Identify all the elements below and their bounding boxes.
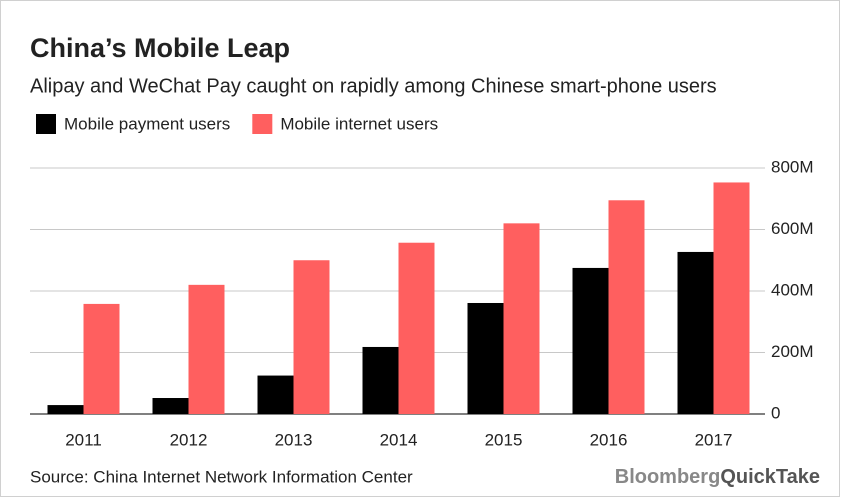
legend-label: Mobile payment users — [64, 114, 230, 133]
bar — [362, 346, 399, 414]
bar — [713, 182, 750, 414]
brand-part: Bloomberg — [615, 466, 721, 488]
bar — [467, 302, 504, 414]
bar — [572, 267, 609, 414]
x-tick-label: 2012 — [170, 430, 208, 449]
x-tick-label: 2014 — [380, 430, 418, 449]
y-tick-label: 200M — [771, 342, 814, 361]
x-tick-label: 2016 — [590, 430, 628, 449]
bar — [257, 375, 294, 414]
bar — [503, 223, 540, 414]
chart-subtitle: Alipay and WeChat Pay caught on rapidly … — [30, 75, 717, 97]
y-tick-label: 400M — [771, 280, 814, 299]
chart-title: China’s Mobile Leap — [30, 33, 290, 63]
bar — [83, 303, 120, 414]
bar — [188, 284, 225, 414]
bar — [398, 242, 435, 414]
x-tick-label: 2013 — [275, 430, 313, 449]
brand: BloombergQuickTake — [615, 466, 820, 488]
x-tick-label: 2015 — [485, 430, 523, 449]
brand-part: QuickTake — [720, 466, 820, 488]
x-tick-label: 2011 — [65, 430, 102, 449]
bar — [677, 251, 714, 414]
legend-swatch — [36, 114, 56, 134]
bar — [608, 200, 645, 414]
y-tick-label: 600M — [771, 219, 814, 238]
bar — [293, 260, 330, 414]
y-tick-label: 800M — [771, 157, 814, 176]
x-tick-label: 2017 — [695, 430, 733, 449]
bar — [47, 405, 84, 414]
source: Source: China Internet Network Informati… — [30, 467, 413, 486]
legend-label: Mobile internet users — [280, 114, 438, 133]
legend-swatch — [252, 114, 273, 134]
bar — [152, 398, 189, 414]
y-tick-label: 0 — [771, 403, 780, 422]
